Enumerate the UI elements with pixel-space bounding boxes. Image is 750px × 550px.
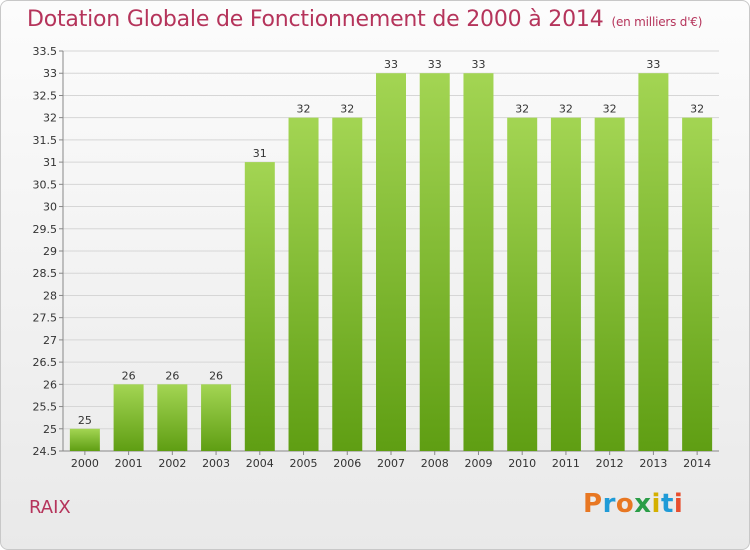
bar-2014: [682, 117, 713, 452]
y-tick-label: 28: [43, 289, 57, 302]
bar-2010: [507, 117, 538, 452]
y-tick-label: 32.5: [33, 89, 58, 102]
bar-2001: [113, 384, 144, 451]
y-tick-label: 27: [43, 334, 57, 347]
value-label-2003: 26: [209, 369, 223, 382]
x-tick-label-2005: 2005: [290, 457, 318, 470]
bar-2007: [376, 73, 406, 451]
y-tick-label: 29.5: [33, 223, 58, 236]
y-tick-label: 26: [43, 378, 57, 391]
value-label-2005: 32: [297, 103, 311, 116]
value-label-2008: 33: [428, 58, 442, 71]
y-tick-label: 31: [43, 156, 57, 169]
logo-letter: r: [602, 489, 616, 519]
x-tick-label-2003: 2003: [202, 457, 230, 470]
y-tick-label: 30.5: [33, 178, 58, 191]
bar-2012: [594, 117, 625, 452]
y-tick-label: 28.5: [33, 267, 58, 280]
logo-letter: x: [634, 489, 652, 519]
chart-title-text: Dotation Globale de Fonctionnement de 20…: [27, 7, 604, 32]
x-tick-label-2010: 2010: [508, 457, 536, 470]
logo-letter: i: [651, 489, 661, 519]
proxiti-logo: Proxiti: [583, 489, 683, 519]
x-tick-label-2014: 2014: [683, 457, 711, 470]
y-tick-label: 31.5: [33, 134, 58, 147]
y-tick-label: 33: [43, 67, 57, 80]
value-label-2006: 32: [340, 103, 354, 116]
value-label-2011: 32: [559, 103, 573, 116]
x-tick-label-2004: 2004: [246, 457, 274, 470]
bars: [69, 73, 713, 452]
x-tick-label-2009: 2009: [464, 457, 492, 470]
commune-name: RAIX: [29, 497, 71, 518]
value-label-2012: 32: [603, 103, 617, 116]
bar-2000: [69, 428, 100, 451]
value-label-2007: 33: [384, 58, 398, 71]
value-label-2002: 26: [165, 369, 179, 382]
bar-2005: [288, 117, 319, 452]
x-tick-label-2002: 2002: [158, 457, 186, 470]
y-tick-label: 29: [43, 245, 57, 258]
bar-2008: [419, 73, 450, 451]
y-tick-label: 32: [43, 112, 57, 125]
logo-letter: P: [583, 489, 603, 519]
chart-unit: (en milliers d'€): [611, 15, 703, 29]
bar-2013: [638, 73, 669, 451]
y-tick-label: 27.5: [33, 312, 58, 325]
x-tick-label-2011: 2011: [552, 457, 580, 470]
x-tick-label-2013: 2013: [639, 457, 667, 470]
y-tick-label: 33.5: [33, 45, 58, 58]
x-tick-label-2008: 2008: [421, 457, 449, 470]
value-label-2010: 32: [515, 103, 529, 116]
value-label-2000: 25: [78, 414, 92, 427]
bar-2009: [463, 73, 494, 451]
bar-2004: [244, 162, 275, 451]
logo-letter: i: [673, 489, 684, 519]
bar-2003: [201, 384, 232, 451]
value-label-2004: 31: [253, 147, 267, 160]
value-label-2009: 33: [471, 58, 485, 71]
x-tick-label-2000: 2000: [71, 457, 99, 470]
bar-2011: [550, 117, 581, 452]
x-tick-label-2006: 2006: [333, 457, 361, 470]
logo-letter: o: [615, 489, 635, 519]
x-tick-label-2012: 2012: [596, 457, 624, 470]
value-label-2001: 26: [122, 369, 136, 382]
value-label-2014: 32: [690, 103, 704, 116]
y-tick-label: 30: [43, 201, 57, 214]
y-tick-label: 26.5: [33, 356, 58, 369]
bar-2002: [157, 384, 188, 451]
value-label-2013: 33: [646, 58, 660, 71]
x-tick-label-2007: 2007: [377, 457, 405, 470]
y-tick-label: 25: [43, 423, 57, 436]
y-tick-label: 25.5: [33, 401, 58, 414]
labels: 24.5 25 25.5 26 26.5 27 27.5 28 28.5 29 29.5 30 30.5…: [33, 45, 712, 470]
chart-title: Dotation Globale de Fonctionnement de 20…: [27, 7, 702, 32]
y-tick-label: 24.5: [33, 445, 58, 458]
x-tick-label-2001: 2001: [115, 457, 143, 470]
bar-2006: [332, 117, 363, 452]
logo-letter: t: [660, 489, 674, 519]
